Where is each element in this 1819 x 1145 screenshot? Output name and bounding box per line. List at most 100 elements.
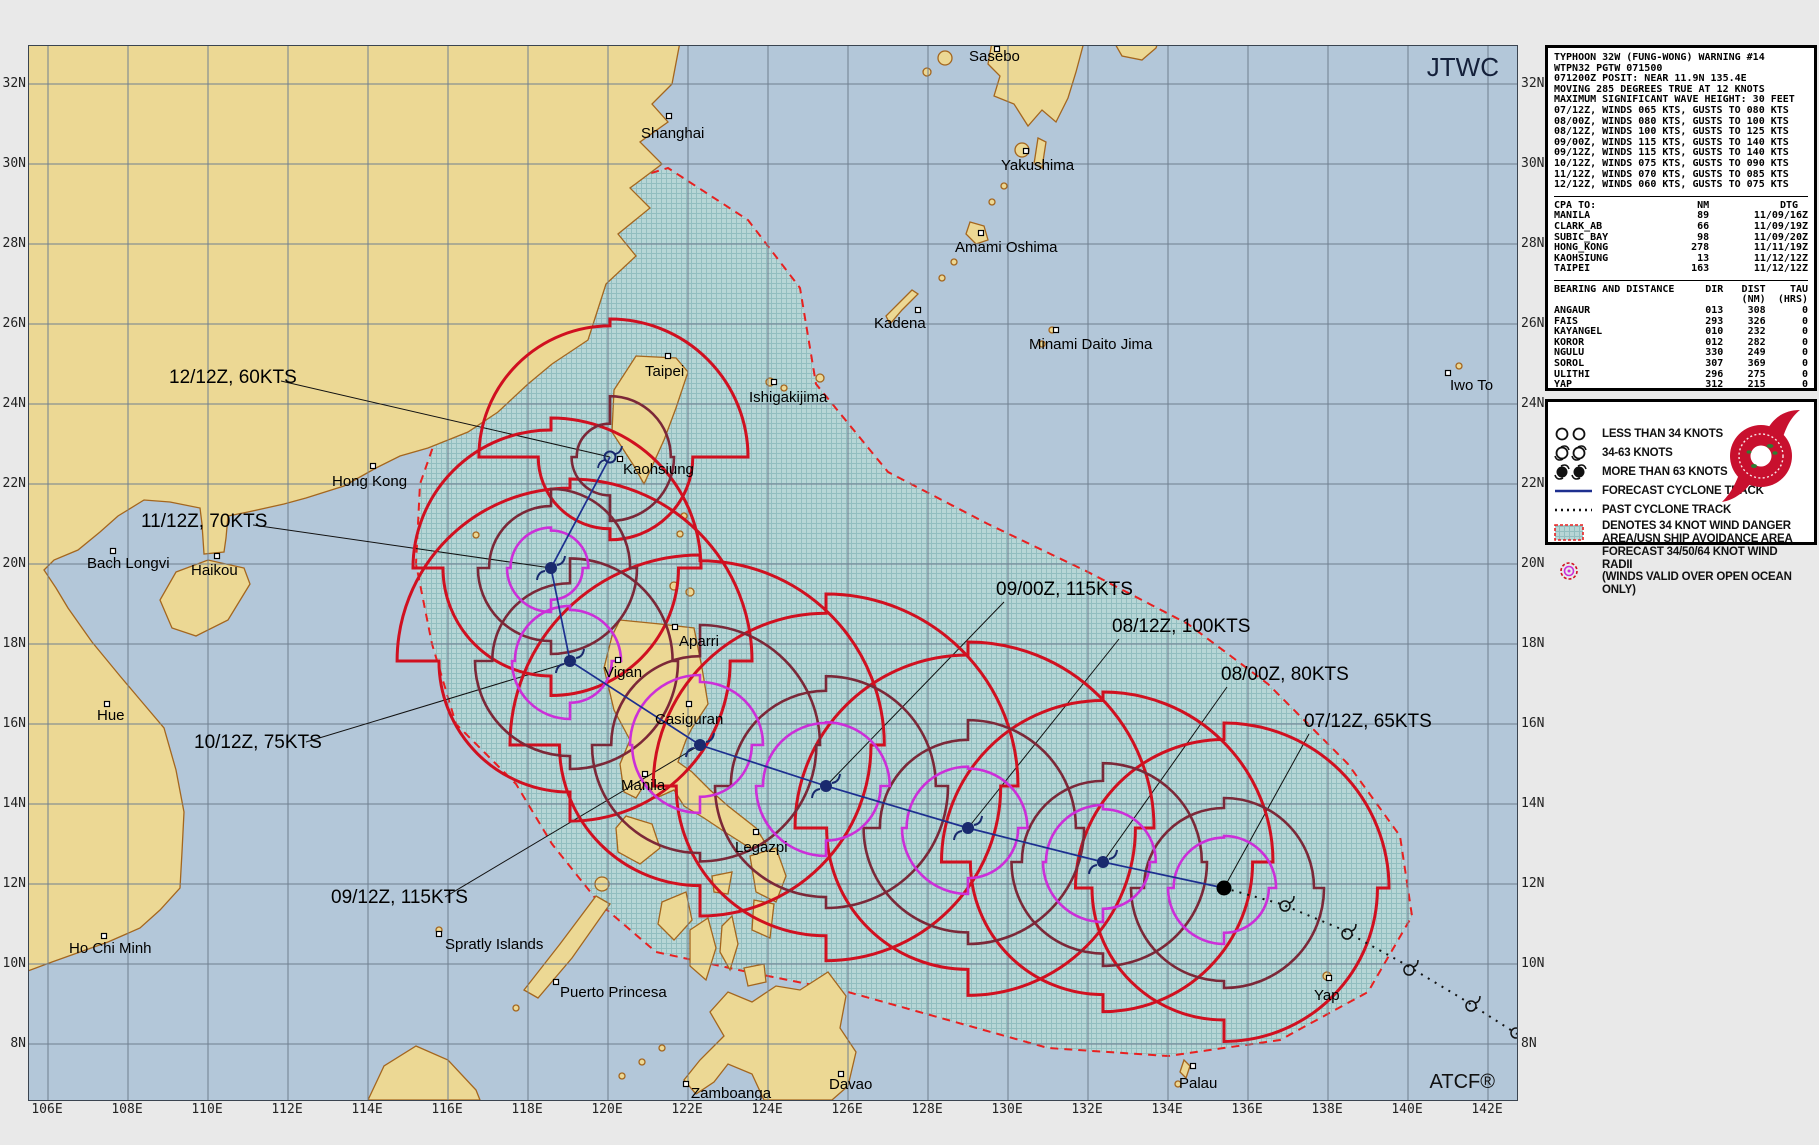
typhoon-symbol [1097,856,1109,868]
lon-label: 134E [1151,1102,1183,1117]
lon-label: 130E [991,1102,1023,1117]
city-label: Amami Oshima [955,239,1058,256]
lon-label: 136E [1231,1102,1263,1117]
city-marker [552,978,560,986]
legend-item: DENOTES 34 KNOT WIND DANGER AREA/USN SHIP… [1552,520,1810,545]
warning-line: MOVING 285 DEGREES TRUE AT 12 KNOTS [1554,83,1765,95]
city-label: Ishigakijima [749,389,828,406]
lon-label: 124E [751,1102,783,1117]
divider [1554,279,1808,281]
city-label: Legazpi [735,839,788,856]
past-cyclone-track [1223,887,1517,1035]
map-canvas: 12/12Z, 60KTS 11/12Z, 70KTS 10/12Z, 75KTS 0… [28,45,1518,1101]
bearing-row: NGULU 330 249 0 [1554,347,1808,359]
lon-label: 138E [1311,1102,1343,1117]
city-marker [682,1080,690,1088]
city-marker [1052,326,1060,334]
svg-text:09/00Z, 115KTS: 09/00Z, 115KTS [996,579,1133,600]
legend-item: 34-63 KNOTS [1552,444,1810,462]
city-label: Taipei [645,363,684,380]
cpa-table-grid: CPA TO: NM DTG MANILA 89 11/09/16Z CLARK_AB 66 1… [1554,199,1808,275]
warning-text-block: TYPHOON 32W (FUNG-WONG) WARNING #14 WTPN3… [1554,52,1808,191]
legend-box: LESS THAN 34 KNOTS 34-63 KNOTS MORE THAN… [1545,399,1817,596]
bearing-row: ULITHI 296 275 0 [1554,368,1808,380]
legend-item-label: FORECAST CYCLONE TRACK [1602,484,1764,497]
city-marker [614,656,622,664]
city-label: Ho Chi Minh [69,940,152,957]
lat-label-left: 10N [2,956,26,971]
typhoon-symbol [694,739,706,751]
city-label: Manila [621,777,666,794]
cpa-row: CLARK_AB 66 11/09/19Z [1554,220,1808,232]
legend-item-label: PAST CYCLONE TRACK [1602,503,1732,516]
lon-label: 122E [671,1102,703,1117]
lat-label-right: 26N [1521,316,1545,331]
track-annotation-labels: 12/12Z, 60KTS 11/12Z, 70KTS 10/12Z, 75KTS 0… [141,367,1432,908]
current-position-dot [1216,880,1232,896]
danger-area-icon [1554,523,1584,541]
lat-label-left: 24N [2,396,26,411]
legend-item: LESS THAN 34 KNOTS [1552,425,1810,443]
lat-label-right: 16N [1521,716,1545,731]
legend-rows: LESS THAN 34 KNOTS 34-63 KNOTS MORE THAN… [1552,407,1810,596]
warning-line: 12/12Z, WINDS 060 KTS, GUSTS TO 075 KTS [1554,179,1789,191]
lat-label-right: 28N [1521,236,1545,251]
bearing-row: YAP 312 215 0 [1554,379,1808,391]
bearing-row: KAYANGEL 010 232 0 [1554,326,1808,338]
svg-text:09/12Z, 115KTS: 09/12Z, 115KTS [331,887,468,908]
wind-radii-50kt [473,394,1326,990]
city-marker [213,552,221,560]
lat-label-right: 24N [1521,396,1545,411]
lat-label-left: 12N [2,876,26,891]
warning-line: 10/12Z, WINDS 075 KTS, GUSTS TO 090 KTS [1554,157,1789,169]
city-marker [664,352,672,360]
lat-label-right: 14N [1521,796,1545,811]
bearing-row: ANGAUR 013 308 0 [1554,305,1808,317]
lat-label-right: 20N [1521,556,1545,571]
lat-label-left: 22N [2,476,26,491]
city-markers: Shanghai Sasebo Yakushima Amami Oshima Kaden… [69,46,1493,1100]
city-label: Spratly Islands [445,936,543,953]
lat-label-right: 32N [1521,76,1545,91]
warning-line: 08/00Z, WINDS 080 KTS, GUSTS TO 100 KTS [1554,115,1789,127]
lon-label: 118E [511,1102,543,1117]
svg-text:08/00Z, 80KTS: 08/00Z, 80KTS [1221,664,1349,685]
legend-item-label: FORECAST 34/50/64 KNOT WIND RADII (WINDS … [1602,546,1792,596]
city-label: Iwo To [1450,377,1493,394]
city-marker [665,112,673,120]
city-marker [914,306,922,314]
bearing-distance-table: BEARING AND DISTANCE DIR DIST TAU (NM) (HRS) A… [1554,283,1808,391]
legend-item: FORECAST 34/50/64 KNOT WIND RADII (WINDS … [1552,546,1810,596]
city-label: Shanghai [641,125,704,142]
city-marker [100,932,108,940]
typhoon-symbol [820,780,832,792]
warning-line: 071200Z POSIT: NEAR 11.9N 135.4E [1554,73,1747,85]
city-marker [685,700,693,708]
jtwc-seal [1722,410,1800,502]
lat-label-right: 10N [1521,956,1545,971]
lon-label: 132E [1071,1102,1103,1117]
city-marker [1189,1062,1197,1070]
lat-label-left: 20N [2,556,26,571]
svg-text:11/12Z, 70KTS: 11/12Z, 70KTS [141,511,267,532]
cpa-row: HONG_KONG 278 11/11/19Z [1554,242,1808,254]
divider [1554,195,1808,197]
typhoon-symbol [545,562,557,574]
bearing-table-grid: BEARING AND DISTANCE DIR DIST TAU (NM) (HRS) A… [1554,283,1808,391]
landmasses [29,46,1463,1100]
forecast-position-symbols [536,445,1232,896]
wind-radii-64kt [505,526,1278,946]
svg-text:10/12Z, 75KTS: 10/12Z, 75KTS [194,732,322,753]
lon-label: 112E [271,1102,303,1117]
city-marker [993,46,1001,53]
legend-item-label: DENOTES 34 KNOT WIND DANGER AREA/USN SHIP… [1602,520,1793,545]
lon-label: 114E [351,1102,383,1117]
lon-label: 126E [831,1102,863,1117]
city-marker [1444,369,1452,377]
legend-item: FORECAST CYCLONE TRACK [1552,482,1810,500]
lon-label: 120E [591,1102,623,1117]
lat-label-right: 22N [1521,476,1545,491]
lat-label-left: 14N [2,796,26,811]
city-label: Casiguran [655,711,723,728]
city-marker [641,770,649,778]
